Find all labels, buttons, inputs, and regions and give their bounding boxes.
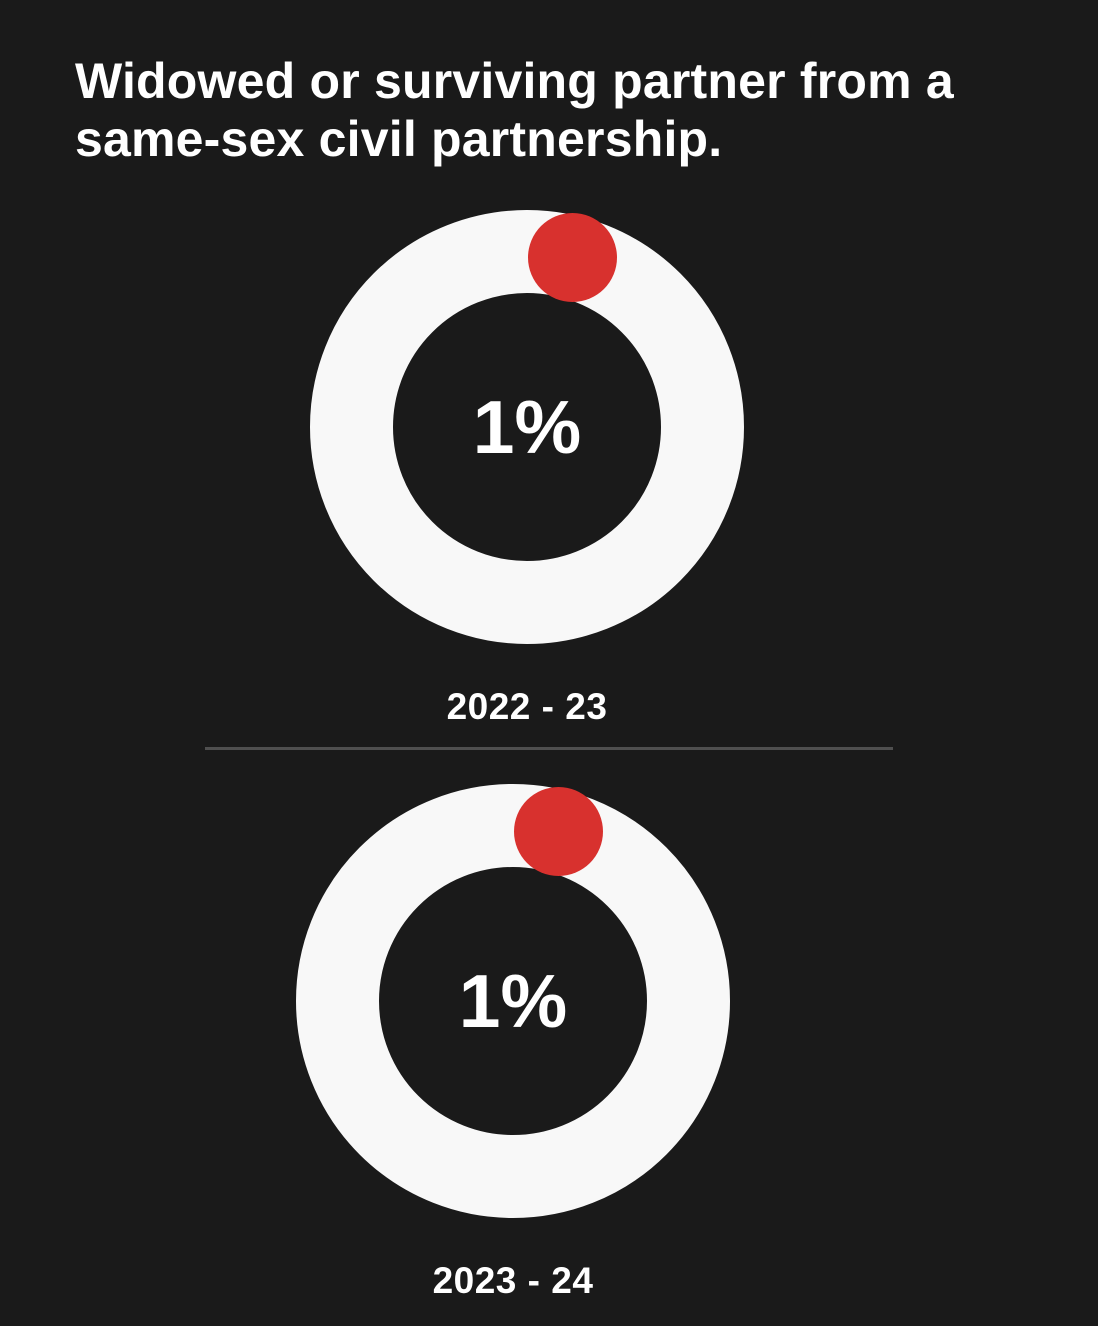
- value-marker-dot: [514, 787, 603, 876]
- donut-center-value: 1%: [472, 385, 582, 469]
- page-title: Widowed or surviving partner from a same…: [75, 53, 954, 167]
- donut-chart-2022-23: 1% 2022 - 23: [310, 210, 744, 728]
- donut-center-value: 1%: [458, 959, 568, 1043]
- section-divider: [205, 747, 893, 750]
- donut-figure: 1%: [310, 210, 744, 644]
- donut-chart-2023-24: 1% 2023 - 24: [296, 784, 730, 1302]
- period-label: 2022 - 23: [446, 686, 608, 727]
- period-label: 2023 - 24: [432, 1260, 594, 1301]
- value-marker-dot: [528, 213, 617, 302]
- donut-figure: 1%: [296, 784, 730, 1218]
